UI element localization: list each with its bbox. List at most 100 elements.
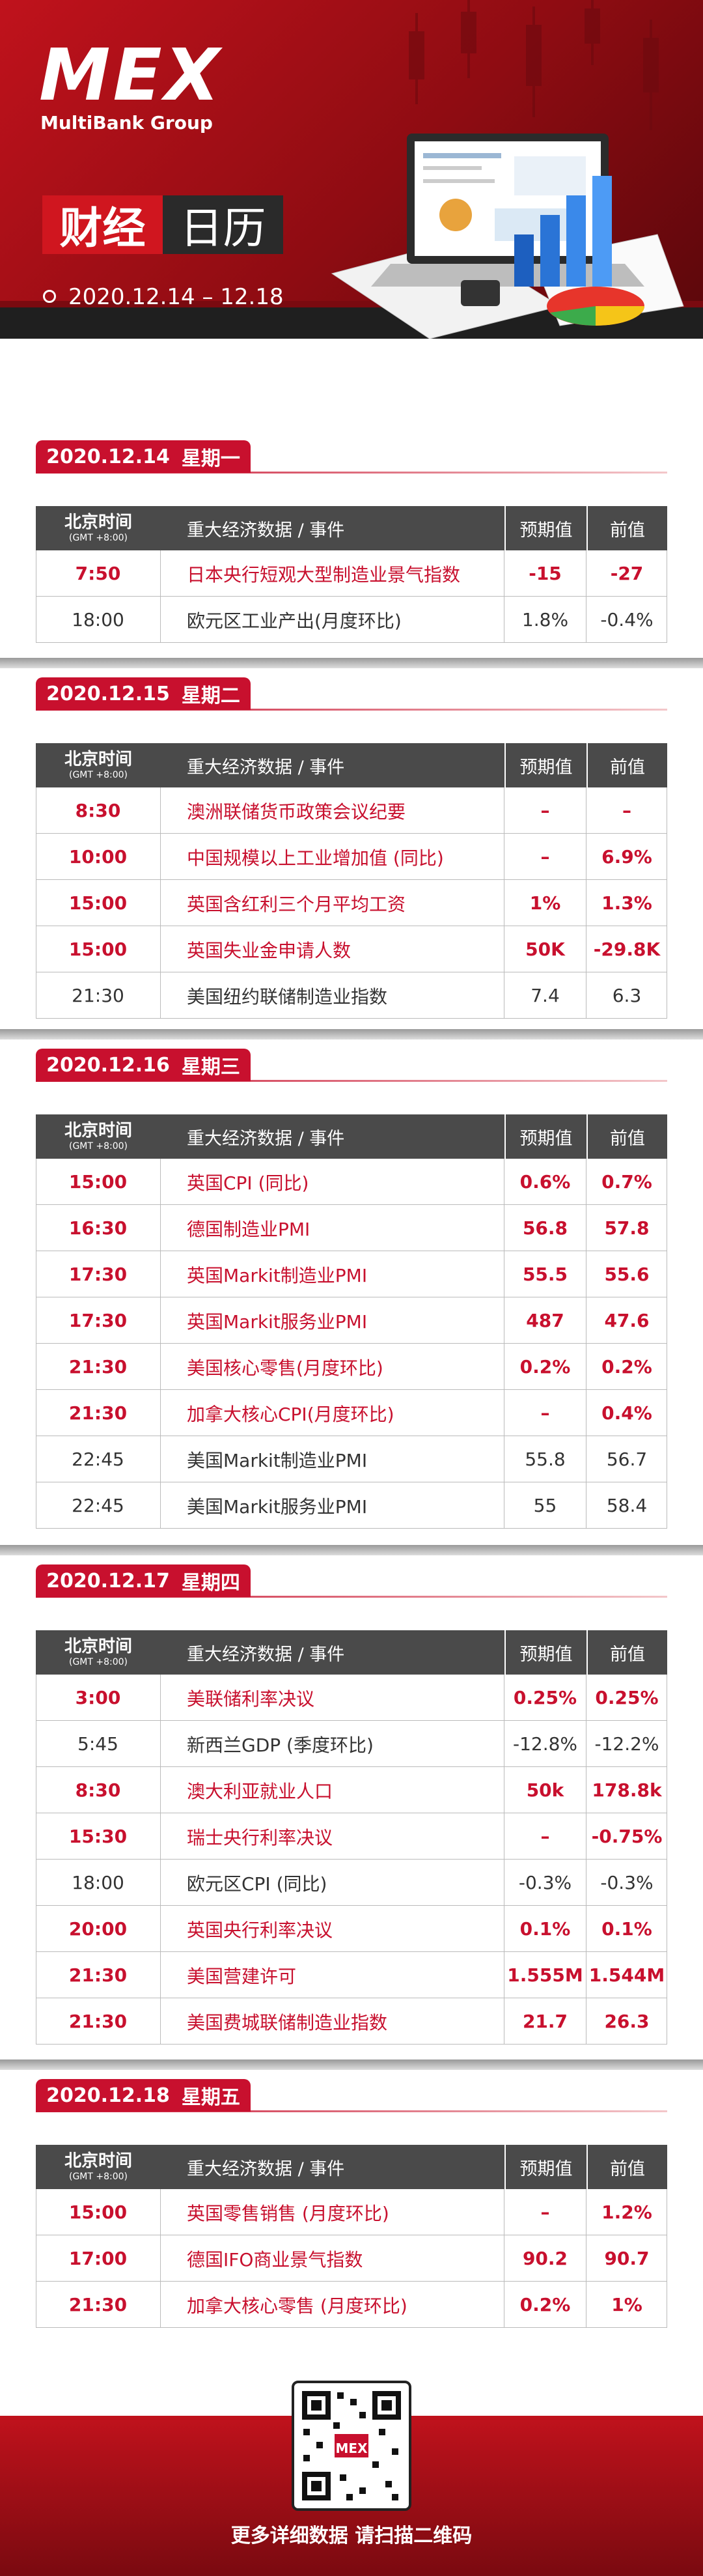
row-forecast: -12.8%	[504, 1721, 586, 1767]
row-time: 21:30	[36, 1998, 161, 2045]
row-forecast: 55.5	[504, 1251, 586, 1297]
row-time: 16:30	[36, 1205, 161, 1251]
row-event: 英国CPI (同比)	[161, 1159, 504, 1205]
row-forecast: 21.7	[504, 1998, 586, 2045]
table-row	[36, 1721, 667, 1767]
row-forecast: –	[504, 1390, 586, 1436]
row-time: 21:30	[36, 972, 161, 1019]
brand: MultiBank Group	[40, 112, 213, 134]
row-previous: 1%	[611, 2294, 642, 2315]
row-time: 17:30	[36, 1251, 161, 1297]
header-forecast: 预期值	[504, 506, 586, 550]
day-date: 2020.12.16	[46, 1053, 170, 1077]
header-timezone: (GMT +8:00)	[68, 2172, 128, 2182]
table-row	[36, 1159, 667, 1205]
row-forecast: –	[504, 1813, 586, 1860]
row-previous: 1.544M	[588, 1964, 665, 1986]
row-event: 美国营建许可	[161, 1952, 504, 1998]
row-previous: -12.2%	[594, 1733, 659, 1755]
day-weekday: 星期二	[181, 685, 240, 707]
row-time: 21:30	[36, 1344, 161, 1390]
day-tag: 2020.12.15 星期二	[36, 677, 251, 710]
header-event: 重大经济数据 / 事件	[187, 2158, 345, 2179]
header-time-label: 北京时间	[64, 750, 132, 769]
header-time: 北京时间 (GMT +8:00)	[36, 2145, 161, 2189]
qr-pattern	[302, 2391, 401, 2500]
table-row	[36, 1205, 667, 1251]
row-time: 18:00	[36, 597, 161, 643]
row-time: 15:00	[36, 880, 161, 926]
table-row	[36, 926, 667, 972]
row-time: 21:30	[36, 1952, 161, 1998]
row-previous: 56.7	[606, 1449, 648, 1470]
header-timezone: (GMT +8:00)	[68, 770, 128, 780]
table-row	[36, 1297, 667, 1344]
table-row	[36, 1482, 667, 1529]
row-event: 加拿大核心零售 (月度环比)	[161, 2282, 504, 2328]
header: MEX MultiBank Group 财经 日历 2020.12.14 – 1…	[0, 0, 703, 339]
row-forecast: 55	[504, 1482, 586, 1529]
row-event: 英国央行利率决议	[161, 1906, 504, 1952]
table-row	[36, 2189, 667, 2235]
table-header	[36, 2145, 667, 2189]
header-forecast: 预期值	[504, 2145, 586, 2189]
row-forecast: 7.4	[504, 972, 586, 1019]
row-forecast: 487	[504, 1297, 586, 1344]
row-event: 英国失业金申请人数	[161, 926, 504, 972]
row-forecast: 56.8	[504, 1205, 586, 1251]
row-previous: 0.25%	[595, 1687, 659, 1708]
row-event: 中国规模以上工业增加值 (同比)	[161, 834, 504, 880]
day-rule	[36, 1080, 667, 1082]
day-date: 2020.12.15	[46, 682, 170, 705]
row-previous: 90.7	[604, 2248, 650, 2269]
table-row	[36, 1998, 667, 2045]
logo: MEX	[39, 33, 223, 117]
title-b: 日历	[163, 195, 283, 254]
table-row	[36, 1906, 667, 1952]
row-forecast: –	[504, 787, 586, 834]
row-previous: 6.3	[612, 985, 642, 1006]
qr-code	[292, 2381, 411, 2511]
header-previous: 前值	[586, 1630, 667, 1675]
row-time: 17:00	[36, 2235, 161, 2282]
row-previous: 0.1%	[601, 1918, 652, 1940]
row-forecast: 1.8%	[504, 597, 586, 643]
row-event: 德国制造业PMI	[161, 1205, 504, 1251]
header-forecast: 预期值	[504, 1114, 586, 1159]
header-art	[0, 0, 703, 339]
row-event: 美国Markit制造业PMI	[161, 1436, 504, 1482]
row-previous: 178.8k	[592, 1779, 662, 1801]
header-time-label: 北京时间	[64, 1121, 132, 1140]
row-time: 15:00	[36, 1159, 161, 1205]
footer-cta: 更多详细数据 请扫描二维码	[230, 2525, 473, 2547]
section-divider	[0, 1545, 703, 1555]
row-time: 15:00	[36, 2189, 161, 2235]
section-divider	[0, 2059, 703, 2070]
date-range: 2020.12.14 – 12.18	[68, 284, 284, 310]
row-forecast: 55.8	[504, 1436, 586, 1482]
row-forecast: 90.2	[504, 2235, 586, 2282]
row-previous: 0.4%	[601, 1402, 652, 1424]
row-previous: 6.9%	[601, 846, 652, 868]
row-previous: 1.2%	[601, 2201, 652, 2223]
section-divider	[0, 658, 703, 668]
day-rule	[36, 1596, 667, 1598]
row-event: 新西兰GDP (季度环比)	[161, 1721, 504, 1767]
header-time-label: 北京时间	[64, 2151, 132, 2171]
header-timezone: (GMT +8:00)	[68, 533, 128, 543]
row-event: 澳洲联储货币政策会议纪要	[161, 787, 504, 834]
header-previous: 前值	[586, 506, 667, 550]
header-time: 北京时间 (GMT +8:00)	[36, 506, 161, 550]
header-previous: 前值	[586, 2145, 667, 2189]
row-time: 18:00	[36, 1860, 161, 1906]
row-previous: 0.2%	[601, 1356, 652, 1378]
row-event: 美国核心零售(月度环比)	[161, 1344, 504, 1390]
header-timezone: (GMT +8:00)	[68, 1141, 128, 1152]
row-previous: -0.75%	[591, 1826, 663, 1847]
row-forecast: 1%	[504, 880, 586, 926]
table-header	[36, 1114, 667, 1159]
day-weekday: 星期三	[181, 1056, 240, 1079]
row-event: 欧元区工业产出(月度环比)	[161, 597, 504, 643]
row-event: 英国含红利三个月平均工资	[161, 880, 504, 926]
